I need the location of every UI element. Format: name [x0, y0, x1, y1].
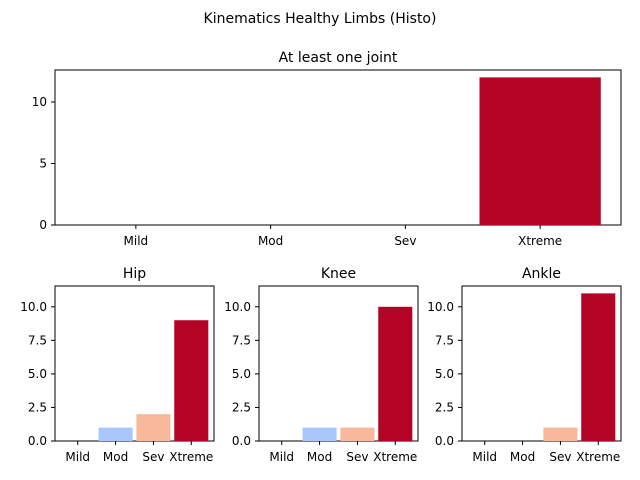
- subplot-title-hip: Hip: [123, 266, 146, 282]
- ytick-label-hip-0: 0.0: [28, 434, 47, 448]
- ytick-label-overall-1: 5: [39, 156, 47, 170]
- xtick-label-hip-xtreme: Xtreme: [169, 450, 213, 464]
- bar-hip-mod: [98, 427, 133, 441]
- ytick-label-ankle-2: 5.0: [435, 367, 454, 381]
- axes-frame-ankle: [461, 285, 622, 442]
- ytick-label-overall-2: 10: [32, 95, 47, 109]
- xtick-label-overall-xtreme: Xtreme: [518, 234, 562, 248]
- xtick-label-ankle-xtreme: Xtreme: [576, 450, 620, 464]
- axes-frame-hip: [54, 285, 215, 442]
- xtick-label-ankle-mod: Mod: [510, 450, 535, 464]
- xtick-label-knee-mod: Mod: [307, 450, 332, 464]
- subplot-title-ankle: Ankle: [522, 266, 561, 282]
- ytick-label-ankle-4: 10.0: [427, 300, 454, 314]
- ytick-label-ankle-1: 2.5: [435, 400, 454, 414]
- xtick-label-knee-sev: Sev: [346, 450, 368, 464]
- bar-knee-mod: [302, 427, 337, 441]
- ytick-label-knee-3: 7.5: [232, 333, 251, 347]
- subplot-title-overall: At least one joint: [279, 50, 398, 66]
- axes-frame-knee: [258, 285, 419, 442]
- ytick-label-hip-4: 10.0: [20, 300, 47, 314]
- xtick-label-knee-mild: Mild: [269, 450, 294, 464]
- xtick-label-overall-sev: Sev: [394, 234, 416, 248]
- bar-ankle-sev: [543, 427, 578, 441]
- ytick-label-overall-0: 0: [39, 218, 47, 232]
- axes-frame-overall: [54, 69, 622, 226]
- bar-knee-sev: [340, 427, 375, 441]
- ytick-label-knee-2: 5.0: [232, 367, 251, 381]
- xtick-label-knee-xtreme: Xtreme: [373, 450, 417, 464]
- subplot-title-knee: Knee: [321, 266, 356, 282]
- ytick-label-knee-4: 10.0: [224, 300, 251, 314]
- ytick-label-hip-2: 5.0: [28, 367, 47, 381]
- xtick-label-ankle-sev: Sev: [549, 450, 571, 464]
- xtick-label-hip-mild: Mild: [65, 450, 90, 464]
- ytick-label-knee-0: 0.0: [232, 434, 251, 448]
- xtick-label-hip-mod: Mod: [103, 450, 128, 464]
- xtick-label-overall-mild: Mild: [124, 234, 149, 248]
- ytick-label-hip-3: 7.5: [28, 333, 47, 347]
- ytick-label-ankle-3: 7.5: [435, 333, 454, 347]
- figure-title: Kinematics Healthy Limbs (Histo): [204, 11, 437, 27]
- ytick-label-knee-1: 2.5: [232, 400, 251, 414]
- ytick-label-ankle-0: 0.0: [435, 434, 454, 448]
- xtick-label-hip-sev: Sev: [142, 450, 164, 464]
- ytick-label-hip-1: 2.5: [28, 400, 47, 414]
- xtick-label-ankle-mild: Mild: [472, 450, 497, 464]
- xtick-label-overall-mod: Mod: [258, 234, 283, 248]
- bar-overall-xtreme: [479, 77, 601, 225]
- bar-hip-xtreme: [174, 320, 209, 441]
- bar-knee-xtreme: [378, 306, 413, 441]
- bar-ankle-xtreme: [581, 293, 616, 441]
- bar-hip-sev: [136, 414, 171, 441]
